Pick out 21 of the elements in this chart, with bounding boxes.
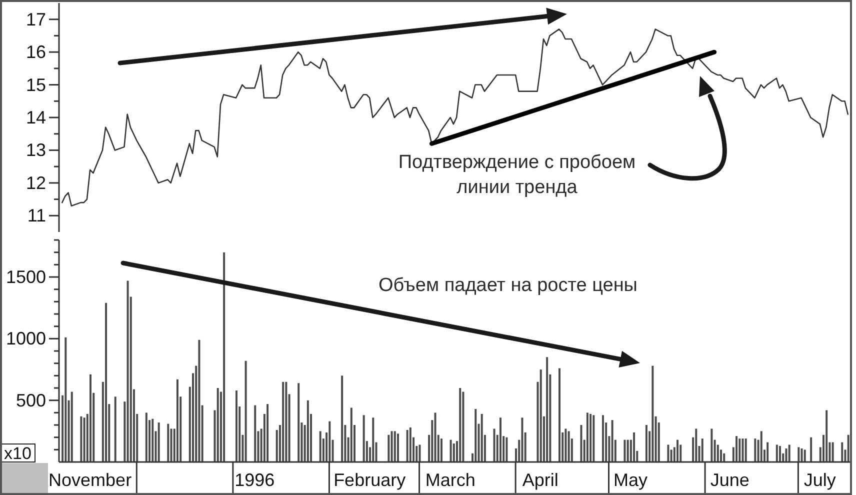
- x-tick-label: November: [48, 470, 132, 490]
- y-tick-label: 500: [16, 390, 46, 410]
- x-tick-label: July: [804, 470, 836, 490]
- x-tick-label: June: [710, 470, 750, 490]
- y-tick-label: 13: [26, 140, 46, 160]
- y-tick-label: 1500: [6, 267, 46, 287]
- x-tick-label: 1996: [234, 470, 275, 490]
- y-tick-label: 15: [26, 74, 46, 95]
- y-axis-title: x10: [4, 444, 32, 463]
- y-tick-label: 1000: [6, 328, 46, 349]
- y-tick-label: 16: [26, 42, 46, 62]
- y-tick-label: 17: [26, 9, 46, 30]
- y-tick-label: 14: [26, 108, 46, 128]
- annotation: Подтверждение с пробоем линии тренда: [398, 152, 636, 198]
- x-tick-label: March: [425, 470, 476, 490]
- y-tick-label: 11: [27, 206, 46, 226]
- y-tick-label: 12: [26, 172, 46, 193]
- x-tick-label: April: [522, 470, 558, 490]
- annotation: Объем падает на росте цены: [378, 275, 638, 296]
- x-tick-label: February: [334, 470, 406, 490]
- x-tick-label: May: [613, 470, 648, 490]
